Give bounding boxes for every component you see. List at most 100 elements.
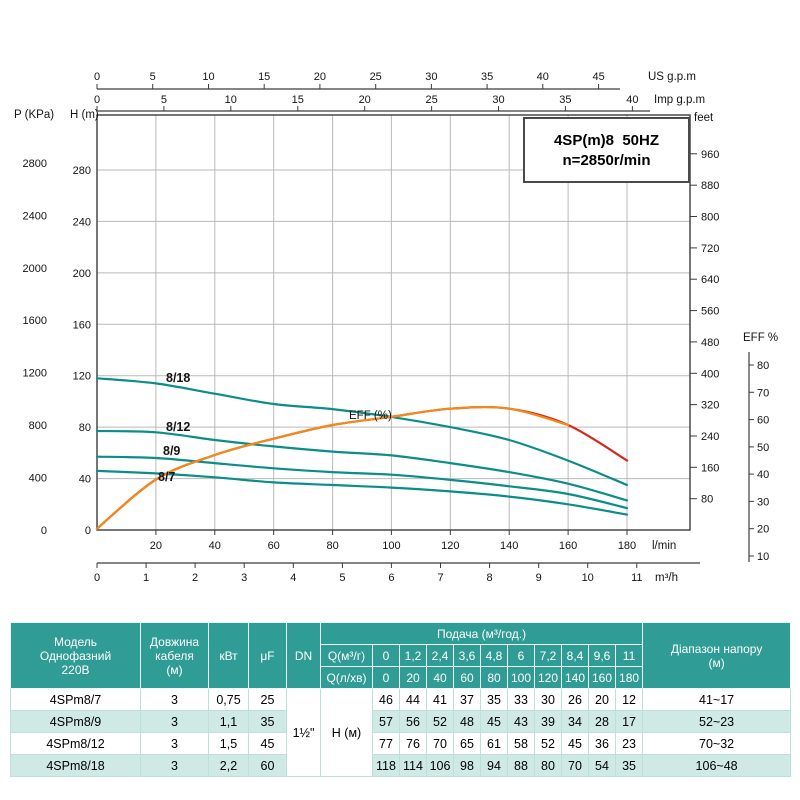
svg-text:280: 280 <box>73 165 91 177</box>
col-header-model: Модель Однофазний 220В <box>10 622 141 689</box>
svg-text:3: 3 <box>241 572 247 584</box>
bottom-axes: 20 40 60 80 100 120 140 160 180 l/min 0 1 2 3 4 5 6 7 8 9 10… <box>94 530 700 584</box>
table-row: 4SPm8/12 3 1,5 45 77 76 70 65 61 58 52 45 36 23 70~32 <box>10 732 792 755</box>
svg-text:70: 70 <box>757 387 769 399</box>
svg-text:2400: 2400 <box>23 210 47 222</box>
svg-text:0: 0 <box>85 525 91 537</box>
q-m3-row: Q(м³/г) 0 1,2 2,4 3,6 4,8 6 7,2 8,4 9,6 11 <box>11 644 791 667</box>
h-axis-label: H (m) <box>70 109 99 121</box>
head-value-cell: 70 <box>561 754 589 777</box>
svg-text:120: 120 <box>73 371 91 383</box>
curve-8-9 <box>95 455 629 510</box>
curve-label-8-7: 8/7 <box>158 470 175 484</box>
feet-axis-label: feet <box>694 112 714 124</box>
svg-text:880: 880 <box>701 180 719 192</box>
svg-text:160: 160 <box>701 462 719 474</box>
eff-axis: EFF % 80 70 60 50 40 30 20 10 <box>743 332 778 563</box>
head-value-cell: 35 <box>480 688 508 711</box>
model-cell: 4SPm8/12 <box>10 732 141 755</box>
q-m3-value: 2,4 <box>426 644 454 667</box>
q-m3-value: 7,2 <box>534 644 562 667</box>
curve-8-7 <box>95 469 629 516</box>
model-cell: 4SPm8/9 <box>10 710 141 733</box>
head-value-cell: 76 <box>399 732 427 755</box>
head-value-cell: 33 <box>507 688 535 711</box>
svg-text:20: 20 <box>359 94 371 106</box>
spec-table: Модель Однофазний 220В Довжина кабеля (м… <box>10 622 792 777</box>
head-value-cell: 65 <box>453 732 481 755</box>
head-value-cell: 41 <box>426 688 454 711</box>
head-value-cell: 57 <box>372 710 400 733</box>
svg-text:140: 140 <box>500 540 518 552</box>
svg-text:7: 7 <box>437 572 443 584</box>
curve-label-8-18: 8/18 <box>166 371 190 385</box>
svg-text:80: 80 <box>757 360 769 372</box>
head-value-cell: 80 <box>534 754 562 777</box>
q-l-row: Q(л/хв) 0 20 40 60 80 100 120 140 160 180 <box>11 666 791 689</box>
svg-text:30: 30 <box>492 94 504 106</box>
curve-labels: 8/18 8/12 8/9 8/7 EFF (%) <box>158 371 392 484</box>
kw-cell: 0,75 <box>208 688 249 711</box>
q-l-value: 120 <box>534 666 562 689</box>
eff-curve <box>95 406 629 530</box>
svg-text:0: 0 <box>94 71 100 83</box>
col-header-uf: μF <box>248 622 287 689</box>
table-row: 4SPm8/18 3 2,2 60 118 114 106 98 94 88 80 70 54 35 106… <box>10 754 792 777</box>
svg-text:1600: 1600 <box>23 315 47 327</box>
svg-text:30: 30 <box>757 496 769 508</box>
curve-label-8-9: 8/9 <box>163 444 180 458</box>
head-value-cell: 94 <box>480 754 508 777</box>
svg-text:160: 160 <box>559 540 577 552</box>
svg-text:35: 35 <box>559 94 571 106</box>
head-value-cell: 45 <box>480 710 508 733</box>
chart-subtitle: n=2850r/min <box>562 151 651 169</box>
chart-title-box: 4SP(m)8 50HZ n=2850r/min <box>523 117 690 183</box>
head-value-cell: 114 <box>399 754 427 777</box>
p-axis-label: P (KPa) <box>14 109 54 121</box>
model-cell: 4SPm8/18 <box>10 754 141 777</box>
q-l-value: 20 <box>399 666 427 689</box>
kw-cell: 2,2 <box>208 754 249 777</box>
head-value-cell: 12 <box>614 688 644 711</box>
svg-text:40: 40 <box>209 540 221 552</box>
kw-cell: 1,1 <box>208 710 249 733</box>
svg-text:45: 45 <box>592 71 604 83</box>
svg-text:8: 8 <box>487 572 493 584</box>
head-value-cell: 118 <box>372 754 400 777</box>
svg-text:180: 180 <box>618 540 636 552</box>
head-value-cell: 20 <box>588 688 616 711</box>
table-row: 4SPm8/7 3 0,75 25 1½" H (м) 46 44 41 37 35 33 30 26 20… <box>10 688 792 777</box>
head-value-cell: 46 <box>372 688 400 711</box>
head-range-cell: 41~17 <box>642 688 792 711</box>
q-m3-value: 8,4 <box>561 644 589 667</box>
plot-frame <box>96 114 691 531</box>
head-value-cell: 17 <box>614 710 644 733</box>
q-l-label: Q(л/хв) <box>320 666 373 689</box>
q-m3-value: 0 <box>372 644 400 667</box>
col-header-flow: Подача (м³/год.) <box>319 622 644 645</box>
head-value-cell: 28 <box>588 710 616 733</box>
svg-text:200: 200 <box>73 268 91 280</box>
svg-text:800: 800 <box>29 420 47 432</box>
svg-text:10: 10 <box>582 572 594 584</box>
q-l-value: 160 <box>588 666 616 689</box>
svg-text:1200: 1200 <box>23 368 47 380</box>
svg-text:400: 400 <box>701 368 719 380</box>
curve-label-8-12: 8/12 <box>166 420 190 434</box>
svg-text:400: 400 <box>29 473 47 485</box>
uf-cell: 60 <box>248 754 287 777</box>
cable-length-cell: 3 <box>140 688 209 711</box>
uf-cell: 45 <box>248 732 287 755</box>
col-header-cable: Довжина кабеля (м) <box>140 622 209 689</box>
table-row: 4SPm8/9 3 1,1 35 57 56 52 48 45 43 39 34 28 17 52~23 <box>10 710 792 733</box>
head-value-cell: 36 <box>588 732 616 755</box>
imp-gpm-axis-label: Imp g.p.m <box>654 94 705 106</box>
svg-text:160: 160 <box>73 319 91 331</box>
head-value-cell: 39 <box>534 710 562 733</box>
model-cell: 4SPm8/7 <box>10 688 141 711</box>
svg-text:60: 60 <box>268 540 280 552</box>
svg-text:25: 25 <box>370 71 382 83</box>
head-value-cell: 70 <box>426 732 454 755</box>
q-m3-value: 9,6 <box>588 644 616 667</box>
m3h-axis-label: m³/h <box>655 572 678 584</box>
